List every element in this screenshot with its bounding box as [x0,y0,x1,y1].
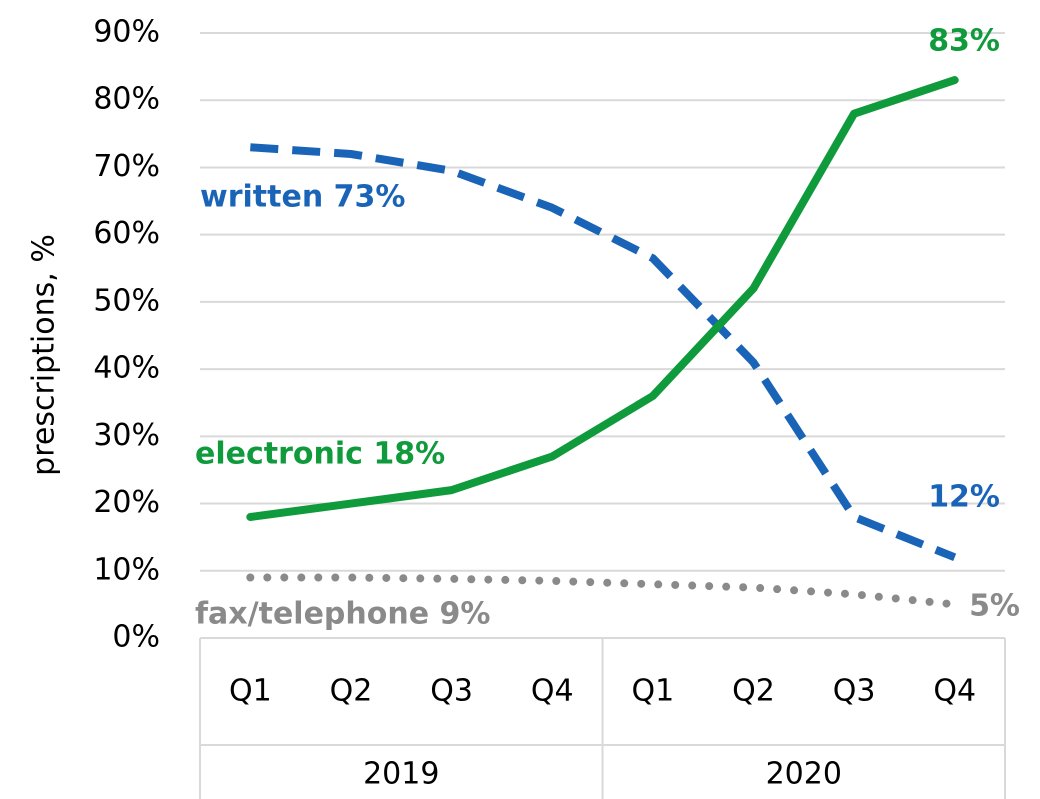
x-tick-label: Q2 [330,674,373,709]
y-axis-label: prescriptions, % [27,234,62,476]
data-label: 83% [928,24,1000,59]
data-label: 5% [969,589,1020,624]
y-tick-label: 60% [93,216,160,251]
y-tick-label: 20% [93,485,160,520]
group-label: 2020 [766,757,842,792]
x-tick-label: Q1 [631,674,674,709]
data-label: electronic 18% [195,437,445,472]
series-line [246,573,959,609]
y-tick-label: 50% [93,283,160,318]
y-tick-label: 70% [93,149,160,184]
series-line [246,76,959,521]
data-label: fax/telephone 9% [195,597,490,632]
y-tick-label: 10% [93,552,160,587]
x-tick-label: Q1 [229,674,272,709]
y-tick-label: 40% [93,351,160,386]
x-tick-label: Q3 [430,674,473,709]
data-label: 12% [928,480,1000,515]
y-tick-label: 0% [112,620,160,655]
y-tick-label: 30% [93,418,160,453]
data-label: written 73% [200,180,405,215]
y-tick-label: 80% [93,82,160,117]
x-tick-label: Q2 [732,674,775,709]
group-label: 2019 [363,757,439,792]
x-tick-label: Q4 [933,674,976,709]
series-line [250,143,957,562]
x-tick-label: Q3 [833,674,876,709]
x-tick-label: Q4 [531,674,574,709]
y-tick-label: 90% [93,15,160,50]
